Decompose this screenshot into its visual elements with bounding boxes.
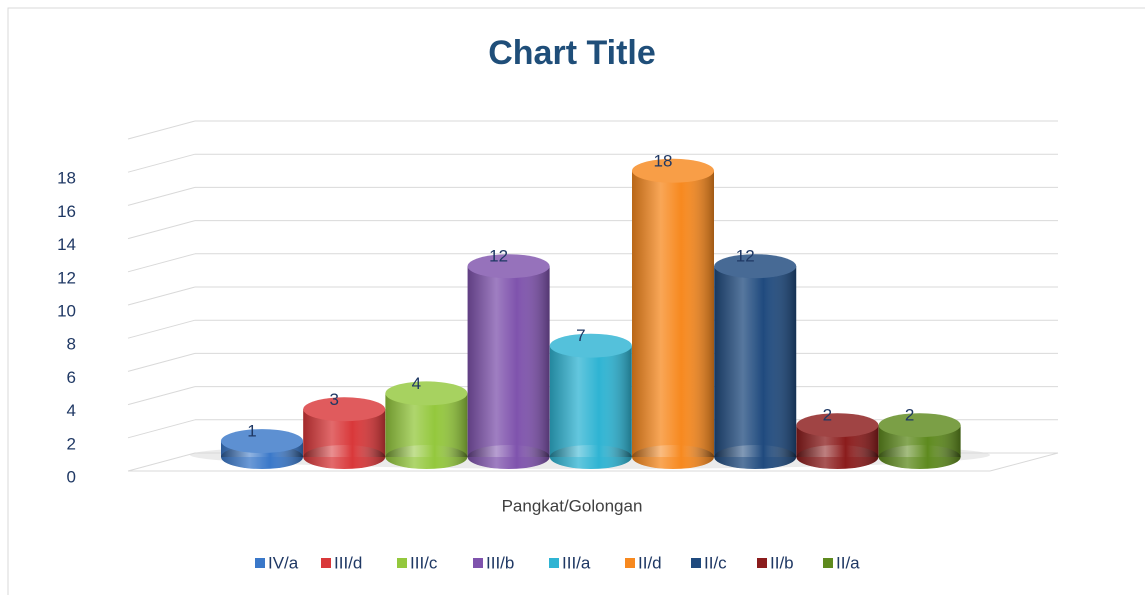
legend-label: III/d	[334, 553, 362, 572]
legend-label: III/c	[410, 553, 438, 572]
grid-line-side	[127, 253, 196, 273]
value-label: 7	[576, 326, 585, 345]
cylinder-top	[796, 413, 879, 438]
cylinder-top-light	[714, 254, 797, 279]
cylinder-top	[303, 397, 386, 422]
value-label: 12	[736, 247, 755, 266]
grid-line-side	[127, 220, 196, 240]
y-tick-label: 6	[67, 368, 76, 387]
y-tick-label: 4	[67, 401, 76, 420]
legend-label: IV/a	[268, 553, 299, 572]
legend-swatch	[823, 558, 833, 568]
value-label: 4	[412, 374, 421, 393]
cylinder-top	[467, 254, 550, 279]
cylinder-top	[632, 158, 714, 183]
legend-label: II/a	[836, 553, 860, 572]
grid-line-side	[127, 153, 196, 173]
value-label: 12	[489, 247, 508, 266]
cylinder	[796, 413, 879, 469]
x-category-label: Pangkat/Golongan	[502, 496, 643, 515]
y-tick-label: 18	[57, 169, 76, 188]
y-tick-label: 2	[67, 434, 76, 453]
cylinder-top	[549, 333, 632, 358]
grid-line-side	[127, 386, 196, 406]
cylinder-shade	[714, 266, 797, 457]
cylinder	[632, 158, 714, 469]
cylinder-top-light	[796, 413, 879, 438]
cylinder-top-light	[467, 254, 550, 279]
value-label: 18	[654, 151, 673, 170]
cylinder-top	[221, 429, 303, 454]
grid-line-side	[127, 286, 196, 306]
cylinder	[878, 413, 961, 469]
value-label: 2	[905, 406, 914, 425]
legend-swatch	[549, 558, 559, 568]
cylinder-top-light	[549, 333, 632, 358]
y-tick-label: 12	[57, 268, 76, 287]
cylinder-top-light	[221, 429, 303, 454]
y-tick-label: 14	[57, 235, 76, 254]
chart-title: Chart Title	[488, 34, 656, 72]
value-label: 2	[823, 406, 832, 425]
y-tick-label: 10	[57, 301, 76, 320]
legend-swatch	[473, 558, 483, 568]
cylinder-top	[878, 413, 961, 438]
cylinder-shade	[632, 170, 714, 458]
grid-line-side	[127, 419, 196, 439]
grid-line-side	[127, 352, 196, 372]
wall-top-side	[127, 120, 196, 140]
legend-swatch	[321, 558, 331, 568]
chart-frame	[7, 7, 1145, 595]
legend-label: II/b	[770, 553, 794, 572]
cylinder	[303, 397, 386, 469]
legend-label: II/c	[704, 553, 727, 572]
value-label: 3	[329, 390, 338, 409]
cylinder-top	[714, 254, 797, 279]
legend-label: III/b	[486, 553, 514, 572]
cylinder-top-light	[878, 413, 961, 438]
legend-swatch	[625, 558, 635, 568]
legend-swatch	[757, 558, 767, 568]
cylinder-top-light	[385, 381, 468, 406]
y-tick-label: 16	[57, 202, 76, 221]
y-tick-label: 0	[67, 467, 76, 486]
floor-side	[989, 452, 1059, 472]
cylinder-top-light	[632, 158, 714, 183]
cylinder	[714, 254, 797, 469]
legend-label: II/d	[638, 553, 662, 572]
legend-label: III/a	[562, 553, 591, 572]
value-label: 1	[247, 422, 256, 441]
grid-line-side	[127, 452, 196, 472]
cylinder-shade	[549, 345, 632, 457]
legend-swatch	[255, 558, 265, 568]
grid-line-side	[127, 319, 196, 339]
cylinder	[221, 429, 303, 469]
cylinder-shade	[467, 266, 550, 457]
cylinder	[467, 254, 550, 469]
cylinder-top	[385, 381, 468, 406]
legend-swatch	[691, 558, 701, 568]
grid-line-side	[127, 186, 196, 206]
cylinder-top-light	[303, 397, 386, 422]
cylinder	[549, 333, 632, 469]
y-tick-label: 8	[67, 335, 76, 354]
cylinder	[385, 381, 468, 469]
legend-swatch	[397, 558, 407, 568]
